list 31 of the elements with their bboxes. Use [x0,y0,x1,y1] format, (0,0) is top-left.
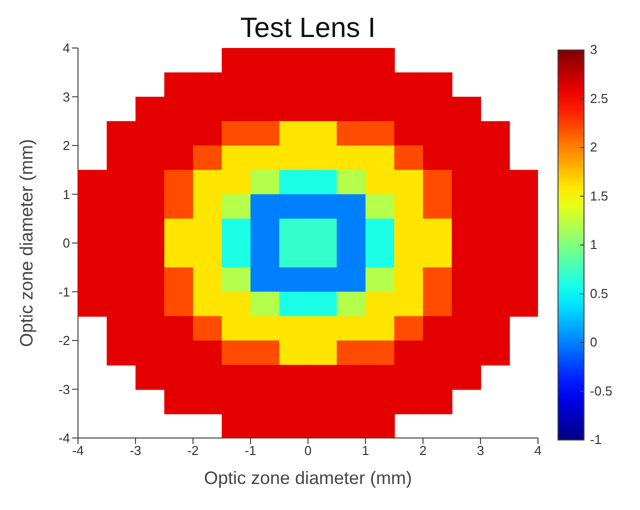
y-tick-label: -3 [58,382,70,397]
x-tick-label: -1 [244,443,256,458]
x-tick-label: 2 [419,443,427,458]
x-axis-title: Optic zone diameter (mm) [204,468,412,488]
color-bar-label: 2 [590,140,598,154]
x-tick-label: 3 [476,443,484,458]
colorbar: -1 -0.5 0 0.5 1 1.5 2 2.5 3 [548,8,628,498]
color-bar-label: 3 [590,42,598,57]
y-tick-label: 4 [62,40,70,56]
y-tick-label: 2 [62,138,70,154]
chart-title: Test Lens I [239,12,377,44]
x-tick-label: -2 [187,443,199,458]
color-bar-label: -1 [590,432,602,447]
x-tick-label: 4 [534,443,542,458]
x-tick-label: -3 [130,443,142,458]
color-bar-label: 1 [590,237,598,252]
y-tick-label: -1 [58,284,70,300]
color-bar-label: 1.5 [590,188,608,204]
color-bar-label: 0 [590,334,598,350]
color-bar-label: -0.5 [590,383,612,398]
x-tick-label: -4 [72,443,84,458]
y-axis-title: Optic zone diameter (mm) [16,138,36,348]
y-tick-label: 0 [62,236,70,251]
x-tick-label: 1 [362,443,370,458]
color-bar-label: 0.5 [590,286,608,301]
x-tick-label: 0 [304,443,312,458]
y-tick-label: -4 [58,430,70,446]
color-bar-label: 2.5 [590,90,608,106]
y-tick-label: -2 [58,333,70,348]
y-tick-label: 3 [62,89,70,104]
y-tick-label: 1 [62,186,70,202]
